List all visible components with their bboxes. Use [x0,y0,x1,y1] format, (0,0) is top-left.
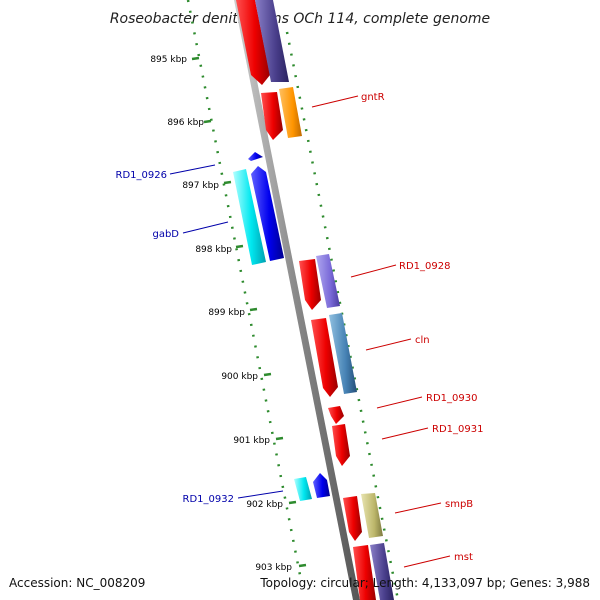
gene-arrow[interactable] [261,92,283,140]
gabD-gene[interactable] [233,169,266,265]
tick-label-903: 903 kbp [255,563,292,573]
RD1_0930-gene[interactable] [328,406,344,424]
gene-arrow[interactable] [299,259,321,310]
forward-gene-labels: gntR RD1_0928 cln RD1_0930 RD1_0931 smpB… [361,92,483,563]
reverse-strand-guide [186,0,302,576]
label-RD1_0926[interactable]: RD1_0926 [116,170,167,181]
gene-arrow[interactable] [236,0,270,85]
label-cln[interactable]: cln [415,335,430,346]
mst-gene[interactable] [353,545,376,600]
RD1_0932-gene[interactable] [294,477,312,501]
smpB-gene[interactable] [361,493,383,538]
gene-block[interactable] [255,0,289,82]
genome-backbone [234,0,360,600]
label-gntR[interactable]: gntR [361,92,385,103]
reverse-gene-labels: RD1_0926 gabD RD1_0932 [116,170,234,505]
RD1_0931-gene[interactable] [332,424,350,466]
cln-gene[interactable] [329,313,357,394]
RD1_0926-gene[interactable] [248,152,263,161]
label-smpB[interactable]: smpB [445,499,473,510]
tick-label-895: 895 kbp [150,55,187,65]
tick-label-897: 897 kbp [182,181,219,191]
accession-text: Accession: NC_008209 [9,576,145,590]
label-RD1_0931[interactable]: RD1_0931 [432,424,483,435]
gntR-gene[interactable] [279,87,302,138]
label-RD1_0928[interactable]: RD1_0928 [399,261,450,272]
tick-label-902: 902 kbp [246,500,283,510]
genome-summary-text: Topology: circular; Length: 4,133,097 bp… [259,576,590,590]
label-leaders [169,95,451,568]
tick-label-899: 899 kbp [208,308,245,318]
label-RD1_0932[interactable]: RD1_0932 [183,494,234,505]
gene-arrow[interactable] [251,166,284,261]
tick-label-896: 896 kbp [167,118,204,128]
scale-ticks [191,56,307,568]
scale-tick-labels: 895 kbp 896 kbp 897 kbp 898 kbp 899 kbp … [150,55,292,573]
label-gabD[interactable]: gabD [152,229,179,240]
reverse-genes [233,152,330,501]
tick-label-901: 901 kbp [233,436,270,446]
gene-arrow[interactable] [313,473,330,498]
label-mst[interactable]: mst [454,552,473,563]
map-title: Roseobacter denitrificans OCh 114, compl… [110,11,490,27]
gene-arrow[interactable] [311,318,338,397]
gene-block[interactable] [370,543,394,600]
tick-label-900: 900 kbp [221,372,258,382]
gene-arrow[interactable] [343,496,362,541]
tick-label-898: 898 kbp [195,245,232,255]
label-RD1_0930[interactable]: RD1_0930 [426,393,477,404]
RD1_0928-gene[interactable] [316,254,340,308]
forward-genes [236,0,394,600]
